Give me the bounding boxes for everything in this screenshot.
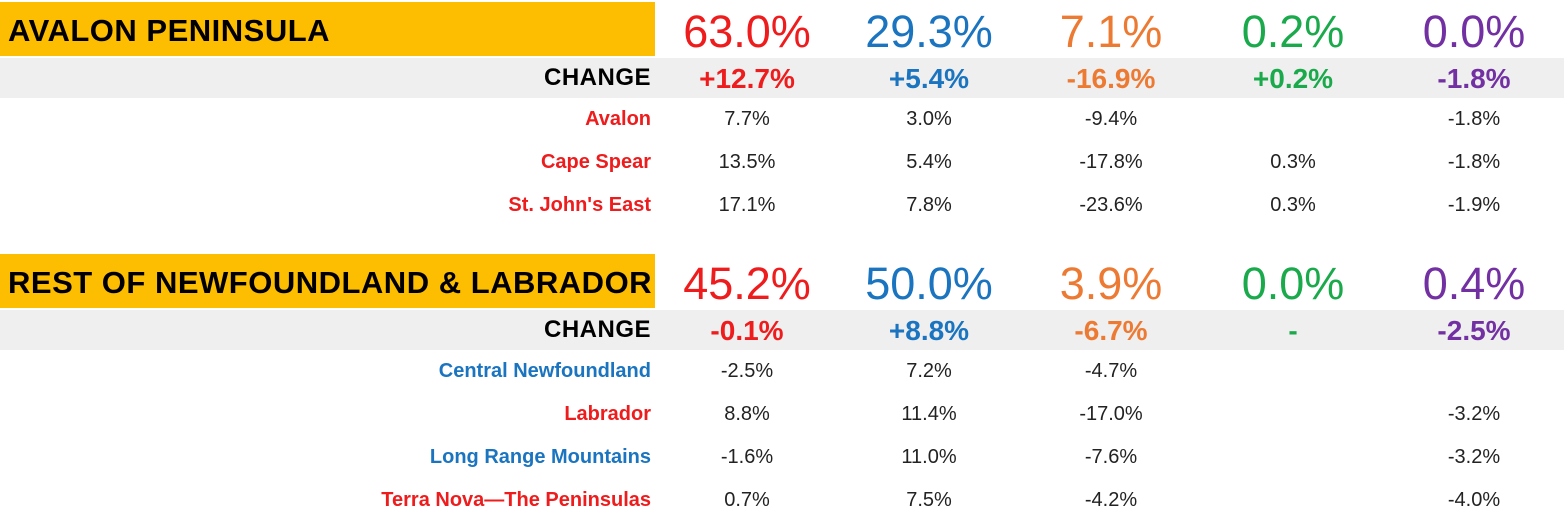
section-rest-of-newfoundland-labrador: REST OF NEWFOUNDLAND & LABRADOR 45.2% 50…	[0, 252, 1564, 522]
district-value: 13.5%	[718, 151, 776, 173]
change-col5: -1.8%	[1437, 63, 1511, 94]
district-value: -1.8%	[1447, 151, 1501, 173]
total-col5: 0.4%	[1422, 258, 1526, 309]
change-col1: -0.1%	[710, 315, 784, 346]
district-value: 8.8%	[724, 403, 770, 425]
total-col1: 45.2%	[683, 258, 811, 309]
change-col2: +8.8%	[888, 315, 970, 346]
district-row: Cape Spear 13.5% 5.4% -17.8% 0.3% -1.8%	[0, 141, 1564, 184]
district-list: Avalon 7.7% 3.0% -9.4% -1.8% Cape Spear …	[0, 98, 1564, 227]
district-value: 11.4%	[901, 403, 957, 425]
total-col5: 0.0%	[1422, 6, 1526, 57]
district-value: -4.7%	[1084, 360, 1138, 382]
district-value: -2.5%	[720, 360, 774, 382]
district-value: 0.7%	[724, 489, 770, 511]
district-value: -1.6%	[720, 446, 774, 468]
change-col1: +12.7%	[699, 63, 795, 94]
district-value: -3.2%	[1447, 403, 1501, 425]
district-list: Central Newfoundland -2.5% 7.2% -4.7% La…	[0, 350, 1564, 522]
district-value: 0.3%	[1270, 194, 1316, 216]
change-col5: -2.5%	[1437, 315, 1511, 346]
district-value: -4.0%	[1447, 489, 1501, 511]
district-value: 0.3%	[1270, 151, 1316, 173]
district-value: -7.6%	[1084, 446, 1138, 468]
total-col2: 29.3%	[865, 6, 993, 57]
change-col4: +0.2%	[1252, 63, 1334, 94]
change-col4: -	[1288, 315, 1298, 346]
total-col3: 3.9%	[1059, 258, 1163, 309]
district-name: St. John's East	[508, 194, 651, 216]
section-title: REST OF NEWFOUNDLAND & LABRADOR	[0, 254, 655, 308]
section-header: REST OF NEWFOUNDLAND & LABRADOR 45.2% 50…	[0, 252, 1564, 310]
district-name: Central Newfoundland	[438, 360, 651, 382]
district-value: -9.4%	[1084, 108, 1138, 130]
district-value: -1.9%	[1447, 194, 1501, 216]
district-value: 7.7%	[724, 108, 770, 130]
total-col2: 50.0%	[865, 258, 993, 309]
district-row: Long Range Mountains -1.6% 11.0% -7.6% -…	[0, 436, 1564, 479]
district-name: Cape Spear	[540, 151, 651, 173]
change-label: CHANGE	[543, 316, 651, 343]
district-name: Avalon	[585, 108, 651, 130]
district-value: -23.6%	[1079, 194, 1143, 216]
district-value: -4.2%	[1084, 489, 1138, 511]
change-col3: -6.7%	[1074, 315, 1148, 346]
district-value: 3.0%	[906, 108, 952, 130]
district-value: -1.8%	[1447, 108, 1501, 130]
total-col3: 7.1%	[1059, 6, 1163, 57]
district-name: Long Range Mountains	[429, 446, 651, 468]
district-name: Terra Nova—The Peninsulas	[381, 489, 651, 511]
district-row: Labrador 8.8% 11.4% -17.0% -3.2%	[0, 393, 1564, 436]
change-row: CHANGE +12.7% +5.4% -16.9% +0.2% -1.8%	[0, 58, 1564, 98]
district-row: Avalon 7.7% 3.0% -9.4% -1.8%	[0, 98, 1564, 141]
total-col1: 63.0%	[683, 6, 811, 57]
district-value: -17.0%	[1079, 403, 1143, 425]
district-value: 5.4%	[906, 151, 952, 173]
section-header: AVALON PENINSULA 63.0% 29.3% 7.1% 0.2% 0…	[0, 0, 1564, 58]
section-avalon-peninsula: AVALON PENINSULA 63.0% 29.3% 7.1% 0.2% 0…	[0, 0, 1564, 227]
district-row: St. John's East 17.1% 7.8% -23.6% 0.3% -…	[0, 184, 1564, 227]
district-value: 7.5%	[906, 489, 952, 511]
change-col3: -16.9%	[1066, 63, 1156, 94]
change-label: CHANGE	[543, 64, 651, 91]
section-title: AVALON PENINSULA	[0, 2, 655, 56]
district-value: 7.2%	[906, 360, 952, 382]
district-name: Labrador	[564, 403, 651, 425]
district-row: Central Newfoundland -2.5% 7.2% -4.7%	[0, 350, 1564, 393]
district-value: 17.1%	[718, 194, 776, 216]
total-col4: 0.2%	[1241, 6, 1345, 57]
change-row: CHANGE -0.1% +8.8% -6.7% - -2.5%	[0, 310, 1564, 350]
district-value: 11.0%	[901, 446, 957, 468]
district-row: Terra Nova—The Peninsulas 0.7% 7.5% -4.2…	[0, 479, 1564, 522]
district-value: 7.8%	[906, 194, 952, 216]
district-value: -17.8%	[1079, 151, 1143, 173]
district-value: -3.2%	[1447, 446, 1501, 468]
change-col2: +5.4%	[888, 63, 970, 94]
total-col4: 0.0%	[1241, 258, 1345, 309]
